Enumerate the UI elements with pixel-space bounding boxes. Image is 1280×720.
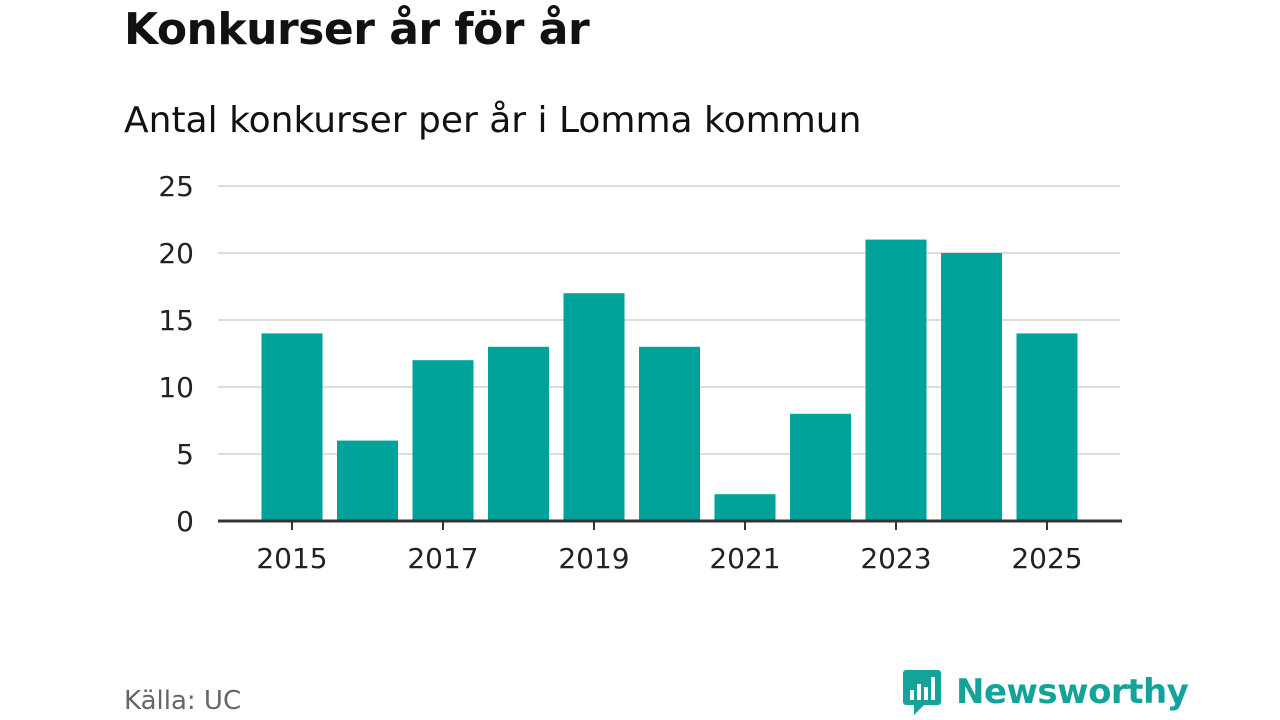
x-axis (218, 519, 1122, 530)
x-tick-label-2021: 2021 (709, 542, 780, 575)
bar-2021 (714, 494, 776, 521)
x-tick-label-2025: 2025 (1011, 542, 1082, 575)
source-note: Källa: UC (124, 686, 242, 716)
y-tick-label-15: 15 (158, 304, 194, 337)
chart-subtitle: Antal konkurser per år i Lomma kommun (124, 100, 862, 141)
bar-2015 (261, 333, 323, 521)
newsworthy-logo: Newsworthy (902, 668, 1189, 716)
bars (261, 239, 1078, 521)
bar-2020 (639, 346, 700, 521)
y-tick-label-20: 20 (158, 237, 194, 270)
x-tick-label-2015: 2015 (256, 542, 327, 575)
y-axis-labels: 0 5 10 15 20 25 (158, 170, 194, 538)
x-tick-label-2023: 2023 (860, 542, 931, 575)
bar-2018 (488, 346, 549, 521)
x-tick-label-2019: 2019 (558, 542, 629, 575)
x-tick-label-2017: 2017 (407, 542, 478, 575)
x-axis-labels: 2015 2017 2019 2021 2023 2025 (256, 542, 1082, 575)
bar-2016 (337, 440, 398, 521)
y-tick-label-5: 5 (176, 438, 194, 471)
bar-2023 (865, 239, 927, 521)
chart-title: Konkurser år för år (124, 4, 590, 55)
bar-2019 (563, 293, 625, 521)
y-tick-label-10: 10 (158, 371, 194, 404)
bar-2024 (941, 253, 1002, 521)
newsworthy-logo-icon (903, 670, 941, 715)
bar-2017 (412, 360, 474, 521)
y-tick-label-25: 25 (158, 170, 194, 203)
bar-2025 (1016, 333, 1078, 521)
newsworthy-logo-text: Newsworthy (956, 672, 1189, 712)
bar-2022 (790, 413, 851, 521)
y-tick-label-0: 0 (176, 505, 194, 538)
